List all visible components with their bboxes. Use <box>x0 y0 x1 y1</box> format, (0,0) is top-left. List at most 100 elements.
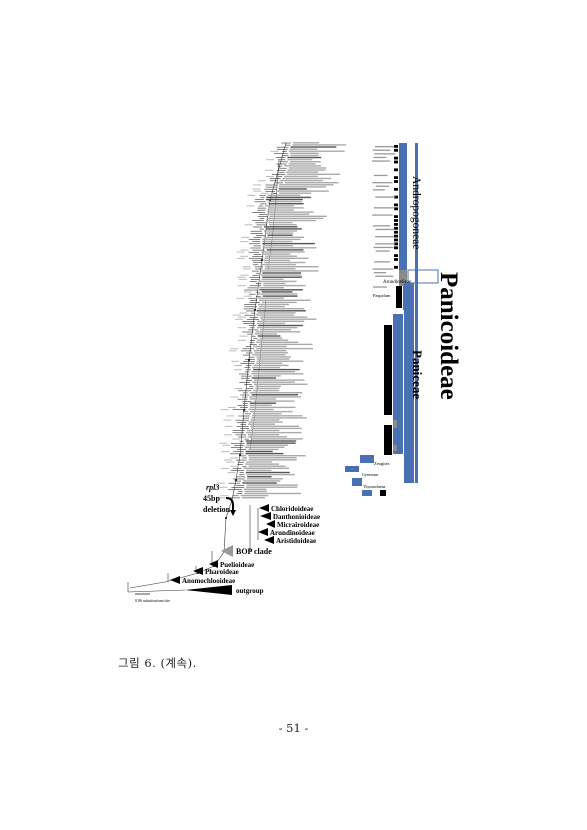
taxon-label-glyph <box>258 280 297 283</box>
taxon-label-glyph <box>266 249 304 251</box>
subtribe-label-glyph <box>373 174 388 177</box>
paniceae-label: Paniceae <box>410 350 425 399</box>
support-value-glyph <box>253 184 262 186</box>
support-value-glyph <box>237 327 246 329</box>
support-value-glyph <box>238 278 247 280</box>
subtribe-label-glyph <box>373 156 387 159</box>
support-value-glyph <box>232 438 241 440</box>
taxon-label-glyph <box>249 457 297 459</box>
taxon-label-glyph <box>276 190 329 192</box>
taxon-label-glyph <box>262 253 291 255</box>
panicoideae-label: Panicoideae <box>435 272 462 400</box>
taxon-label-glyph <box>252 413 282 415</box>
taxon-label-glyph <box>260 329 292 331</box>
taxon-label-glyph <box>263 259 290 262</box>
support-value-glyph <box>237 285 246 287</box>
taxon-label-glyph <box>261 318 317 320</box>
taxon-label-glyph <box>262 242 315 245</box>
scale-bar-label: 0.06 substitutions/site <box>135 598 170 603</box>
taxon-label-glyph <box>269 224 297 226</box>
clade-triangle-chloridoideae <box>259 504 269 512</box>
support-value-glyph <box>227 472 236 474</box>
taxon-label-glyph <box>258 343 313 346</box>
deletion-gene-label: rpl3 <box>206 483 219 492</box>
lower-block <box>362 490 372 496</box>
taxon-label-glyph <box>286 171 319 173</box>
taxon-label-glyph <box>264 232 294 234</box>
taxon-label-glyph <box>256 360 304 362</box>
taxon-label-glyph <box>259 305 285 308</box>
taxon-label-glyph <box>267 211 314 213</box>
group-label-paspalum: Paspalum <box>373 293 391 298</box>
support-value-glyph <box>232 314 241 316</box>
arundinelleae-box <box>407 269 439 284</box>
tribe-marker-square <box>394 246 398 250</box>
tribe-marker-square <box>394 265 398 269</box>
support-value-glyph <box>260 192 269 194</box>
subtribe-label-glyph <box>373 246 394 249</box>
paspalum-marker <box>396 286 402 308</box>
support-value-glyph <box>220 409 229 411</box>
clade-label-puelioideae: Puelioideae <box>220 561 254 569</box>
subtribe-label-glyph <box>373 272 386 274</box>
support-value-glyph <box>231 360 240 362</box>
taxon-label-glyph <box>251 417 307 419</box>
taxon-label-glyph <box>244 490 267 493</box>
deletion-size-label: 45bp <box>203 494 220 503</box>
node-support-dot <box>248 359 250 361</box>
taxon-label-glyph <box>257 308 305 310</box>
tribe-marker-square <box>394 223 398 226</box>
taxon-label-glyph <box>260 263 296 266</box>
taxon-label-glyph <box>290 154 319 157</box>
taxon-label-glyph <box>260 274 302 276</box>
taxon-label-glyph <box>247 476 272 478</box>
taxon-label-glyph <box>265 198 303 201</box>
support-value-glyph <box>220 467 229 469</box>
clade-triangle-micrairoideae <box>266 520 275 528</box>
taxon-label-glyph <box>244 492 301 495</box>
paniceae-black-bar-2 <box>384 425 392 455</box>
arundinelleae-bar <box>399 270 407 286</box>
clade-label-outgroup: outgroup <box>236 587 264 595</box>
support-value-glyph <box>234 365 243 366</box>
taxon-label-glyph <box>257 339 289 341</box>
classification-bars <box>345 143 439 496</box>
taxon-label-glyph <box>288 163 316 165</box>
support-value-glyph <box>243 295 252 297</box>
taxon-label-glyph <box>263 245 294 247</box>
support-value-glyph <box>228 350 237 352</box>
taxon-label-glyph <box>261 301 297 304</box>
subtribe-label-glyph <box>375 228 395 231</box>
node-support-dot <box>261 259 263 261</box>
clade-triangle-danthonioideae <box>260 512 271 520</box>
tree-backbone-secondary <box>249 299 267 451</box>
taxon-label-glyph <box>253 368 300 371</box>
taxon-label-glyph <box>245 440 297 442</box>
clade-label-pharoideae: Pharoideae <box>205 568 239 576</box>
taxon-label-glyph <box>267 194 301 196</box>
taxon-label-glyph <box>251 427 302 430</box>
taxon-label-glyph <box>248 421 283 423</box>
node-support-dot <box>243 409 245 411</box>
taxon-label-glyph <box>251 415 303 417</box>
group-label-zeugites: Zeugites <box>374 461 390 466</box>
andropogoneae-label: Andropogoneae <box>410 176 422 249</box>
subtribe-label-glyph <box>375 146 395 148</box>
taxon-label-glyph <box>249 402 277 404</box>
taxon-label-glyph <box>267 234 293 236</box>
clade-label-anomochlooideae: Anomochlooideae <box>182 577 235 585</box>
taxon-label-glyph <box>290 146 337 148</box>
support-value-glyph <box>236 251 245 253</box>
support-value-glyph <box>220 495 229 497</box>
clade-triangle-aristidoideae <box>264 536 274 544</box>
support-value-glyph <box>253 190 262 192</box>
taxon-label-glyph <box>243 480 281 482</box>
taxon-label-glyph <box>246 473 295 476</box>
tribe-marker-square <box>394 234 398 238</box>
support-value-glyph <box>241 236 250 238</box>
support-value-glyph <box>230 396 239 398</box>
taxon-label-glyph <box>253 345 287 348</box>
taxon-label-glyph <box>252 354 286 356</box>
support-value-glyph <box>233 369 242 371</box>
